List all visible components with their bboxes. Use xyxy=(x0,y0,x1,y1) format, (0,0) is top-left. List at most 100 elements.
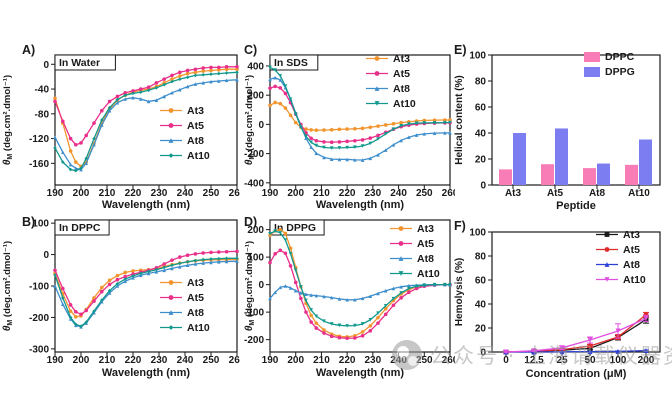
svg-text:At5: At5 xyxy=(623,244,640,256)
svg-text:200: 200 xyxy=(73,355,90,366)
svg-text:θM (deg.cm².dmol⁻¹): θM (deg.cm².dmol⁻¹) xyxy=(244,241,256,331)
svg-text:At8: At8 xyxy=(417,253,434,265)
svg-text:200: 200 xyxy=(247,91,264,102)
panel-E-axes: 0 20 40 60 80 100 At3 At5 At8 At10 Peptide Helical … xyxy=(454,43,661,212)
panel-e-chart: 0 20 40 60 80 100 At3 At5 At8 At10 Peptide Helical … xyxy=(454,43,661,212)
panel-D-axes: 200 100 0 -100 -200 190 200 210 220 230 240 250 260 W… xyxy=(244,215,455,379)
svg-text:At8: At8 xyxy=(393,83,410,95)
svg-text:240: 240 xyxy=(390,188,407,199)
svg-text:-100: -100 xyxy=(29,282,49,293)
svg-text:At3: At3 xyxy=(417,223,434,235)
panel-F-axes: 0 20 40 60 80 100 0 12.5 25 50 100 200 Concentration… xyxy=(454,219,661,380)
svg-text:At5: At5 xyxy=(393,68,410,80)
svg-text:60: 60 xyxy=(475,103,487,114)
svg-text:θM (deg.cm².dmol⁻¹): θM (deg.cm².dmol⁻¹) xyxy=(244,75,256,165)
panel-F-line-At10 xyxy=(503,314,649,355)
svg-text:At5: At5 xyxy=(417,238,434,250)
svg-text:-120: -120 xyxy=(29,134,49,145)
panel-A-line-At8 xyxy=(53,77,239,172)
svg-text:In Water: In Water xyxy=(59,57,100,69)
panel-A-line-At10 xyxy=(53,70,239,173)
svg-text:0: 0 xyxy=(503,355,509,366)
panel-E-series xyxy=(499,128,652,185)
svg-text:230: 230 xyxy=(151,355,168,366)
svg-text:250: 250 xyxy=(416,355,433,366)
svg-text:In SDS: In SDS xyxy=(274,57,308,69)
svg-text:190: 190 xyxy=(47,355,64,366)
svg-text:230: 230 xyxy=(151,188,168,199)
svg-text:400: 400 xyxy=(247,61,264,72)
svg-text:B): B) xyxy=(22,215,35,229)
svg-text:A): A) xyxy=(22,43,35,57)
svg-text:200: 200 xyxy=(247,225,264,236)
svg-text:E): E) xyxy=(454,43,467,57)
svg-text:θM (deg.cm².dmol⁻¹): θM (deg.cm².dmol⁻¹) xyxy=(2,241,14,331)
panel-e-helical-content: 0 20 40 60 80 100 At3 At5 At8 At10 Peptide Helical … xyxy=(448,40,672,214)
svg-text:-400: -400 xyxy=(244,178,264,189)
svg-text:240: 240 xyxy=(177,188,194,199)
svg-text:230: 230 xyxy=(365,188,382,199)
svg-text:210: 210 xyxy=(99,355,116,366)
panel-f-hemolysis: 0 20 40 60 80 100 0 12.5 25 50 100 200 Concentration… xyxy=(448,214,672,404)
panel-A-axes: 0 -40 -80 -120 -160 190 200 210 220 230 240 250 260 W… xyxy=(2,43,240,211)
svg-text:100: 100 xyxy=(610,355,627,366)
svg-text:0: 0 xyxy=(43,250,49,261)
svg-text:θM (deg.cm².dmol⁻¹): θM (deg.cm².dmol⁻¹) xyxy=(2,75,14,165)
svg-text:220: 220 xyxy=(125,355,142,366)
panel-C-line-At10 xyxy=(268,65,452,150)
panel-C-legend: At3 At5 At8 At10 xyxy=(366,53,416,110)
svg-text:Helical content (%): Helical content (%) xyxy=(454,75,465,164)
svg-text:At3: At3 xyxy=(187,277,204,289)
panel-A-series xyxy=(53,64,239,173)
svg-text:In DPPC: In DPPC xyxy=(59,222,101,234)
svg-text:250: 250 xyxy=(203,188,220,199)
svg-text:60: 60 xyxy=(475,276,487,287)
panel-E-bars-DPPG xyxy=(513,128,652,185)
svg-text:C): C) xyxy=(244,43,257,57)
svg-text:210: 210 xyxy=(99,188,116,199)
svg-text:20: 20 xyxy=(475,155,487,166)
svg-text:At8: At8 xyxy=(589,188,606,199)
svg-text:220: 220 xyxy=(339,355,356,366)
svg-text:0: 0 xyxy=(258,120,264,131)
panel-A-legend: At3 At5 At8 At10 xyxy=(160,105,210,162)
svg-text:80: 80 xyxy=(475,252,487,263)
panel-D-legend: At3 At5 At8 At10 xyxy=(390,223,440,280)
svg-text:190: 190 xyxy=(262,188,279,199)
panel-B-title-box: In DPPC xyxy=(54,219,110,236)
svg-text:260: 260 xyxy=(229,188,240,199)
svg-text:Wavelength (nm): Wavelength (nm) xyxy=(102,367,191,379)
svg-text:100: 100 xyxy=(247,253,264,264)
svg-text:220: 220 xyxy=(125,188,142,199)
svg-text:12.5: 12.5 xyxy=(524,355,544,366)
svg-text:-100: -100 xyxy=(244,308,264,319)
svg-text:At3: At3 xyxy=(187,105,204,117)
svg-text:190: 190 xyxy=(47,188,64,199)
svg-text:At5: At5 xyxy=(187,292,204,304)
svg-text:-40: -40 xyxy=(35,85,50,96)
svg-text:At5: At5 xyxy=(547,188,564,199)
svg-text:Wavelength (nm): Wavelength (nm) xyxy=(316,367,405,379)
svg-text:100: 100 xyxy=(469,51,486,62)
panel-B-legend: At3 At5 At8 At10 xyxy=(160,277,210,334)
svg-text:240: 240 xyxy=(390,355,407,366)
svg-text:F): F) xyxy=(454,219,466,233)
svg-text:Hemolysis (%): Hemolysis (%) xyxy=(454,258,465,326)
svg-text:At10: At10 xyxy=(417,268,440,280)
svg-text:Wavelength (nm): Wavelength (nm) xyxy=(316,199,405,211)
panel-d-chart: 200 100 0 -100 -200 190 200 210 220 230 240 250 260 W… xyxy=(244,215,455,379)
svg-text:0: 0 xyxy=(258,280,264,291)
svg-text:200: 200 xyxy=(287,355,304,366)
panel-f-chart: 0 20 40 60 80 100 0 12.5 25 50 100 200 Concentration… xyxy=(454,219,661,380)
svg-text:40: 40 xyxy=(475,129,487,140)
svg-text:Wavelength (nm): Wavelength (nm) xyxy=(102,199,191,211)
panel-A-line-At5 xyxy=(53,64,239,147)
panel-A-title-box: In Water xyxy=(54,54,116,71)
svg-text:At10: At10 xyxy=(187,150,210,162)
svg-text:210: 210 xyxy=(313,355,330,366)
svg-text:At3: At3 xyxy=(623,229,640,241)
svg-text:Concentration (μM): Concentration (μM) xyxy=(526,368,627,380)
